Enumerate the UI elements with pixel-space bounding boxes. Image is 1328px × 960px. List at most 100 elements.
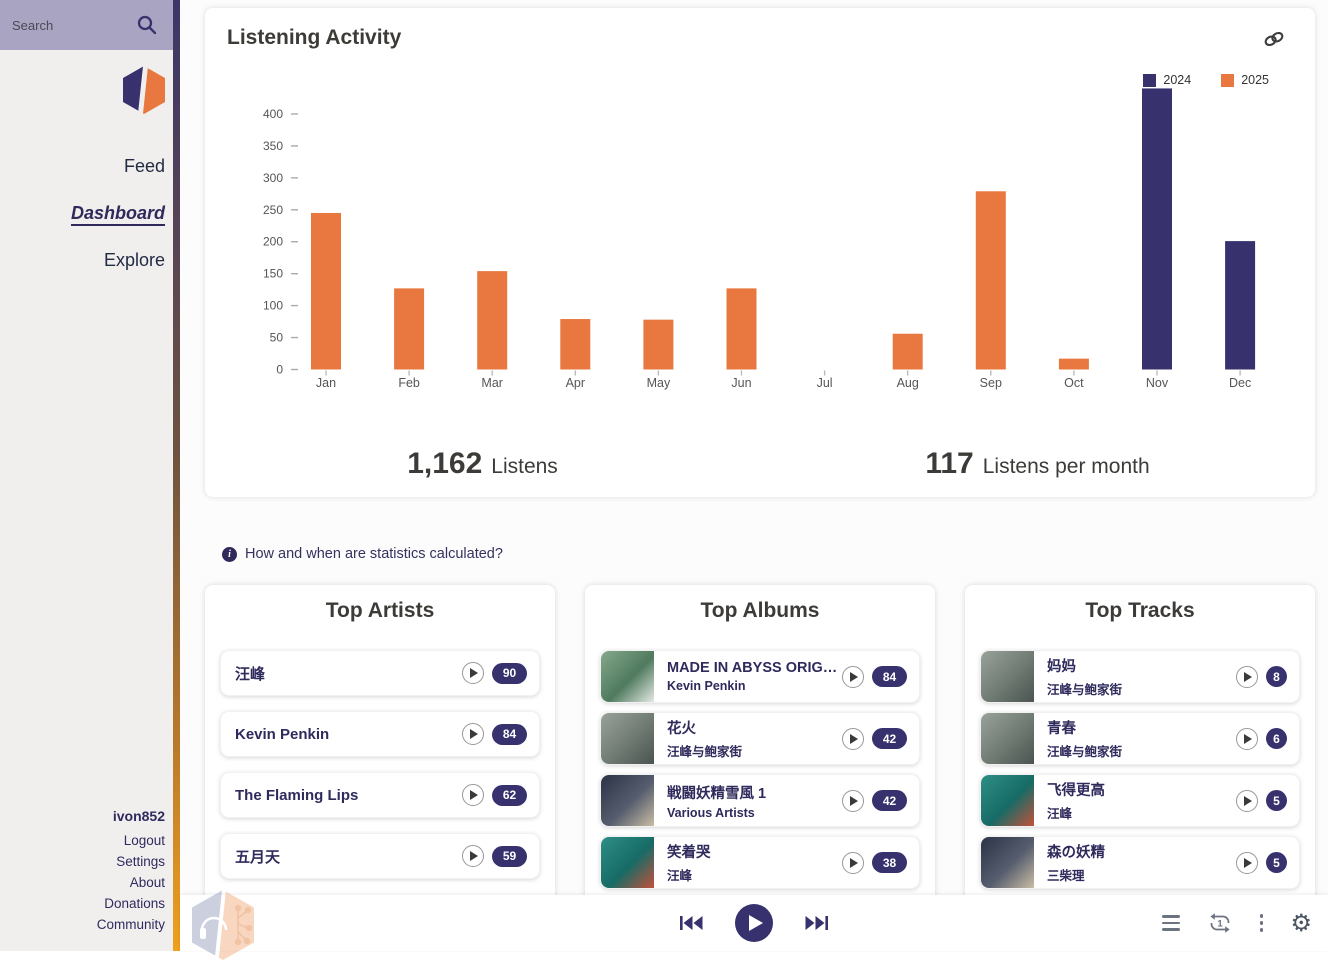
listen-count-badge: 42 [872,790,907,811]
item-subtitle[interactable]: 汪峰与鲍家街 [1047,683,1123,697]
item-subtitle[interactable]: 三柴理 [1047,869,1085,883]
item-play-icon[interactable] [462,723,484,745]
section-title: Top Tracks [1085,599,1195,622]
play-button[interactable] [735,904,773,942]
user-link-community[interactable]: Community [96,917,165,932]
sidebar: Search Feed Dashboard Explore ivon852 Logo… [0,0,180,951]
item-title[interactable]: 飞得更高 [1047,783,1105,799]
item-play-icon[interactable] [842,727,864,750]
listening-activity-card: Listening Activity 2024 2025 0 50 100 150 200… [205,8,1315,497]
item-subtitle[interactable]: Various Artists [667,805,755,820]
list-item[interactable]: 花火汪峰与鲍家街 42 [600,712,920,765]
item-play-icon[interactable] [1236,665,1258,688]
item-title[interactable]: 森の妖精 [1047,845,1105,861]
skip-back-button[interactable] [680,915,703,931]
list-item[interactable]: 戦闘妖精雪風 1 Various Artists 42 [600,774,920,827]
player-right-controls: 1 ⚙ [1161,909,1312,937]
item-controls: 5 [1236,789,1299,812]
item-text: 花火 汪峰与鲍家街 [654,717,842,760]
artist-name[interactable]: 汪峰 [235,665,266,683]
svg-text:350: 350 [263,139,283,153]
svg-text:400: 400 [263,107,283,121]
listen-count-badge: 5 [1266,852,1287,873]
list-item[interactable]: The Flaming Lips 62 [220,772,540,818]
listen-count-badge: 84 [492,723,527,745]
repeat-one-icon[interactable]: 1 [1207,912,1233,934]
item-play-icon[interactable] [842,665,864,688]
svg-text:Feb: Feb [398,376,420,390]
item-play-icon[interactable] [1236,727,1258,750]
item-subtitle[interactable]: 汪峰与鲍家街 [1047,745,1123,759]
list-item[interactable]: 汪峰 90 [220,650,540,696]
list-item[interactable]: 笑着哭汪峰 38 [600,836,920,889]
listen-count-badge: 59 [492,845,527,867]
item-title[interactable]: 妈妈 [1047,659,1076,675]
listen-count-badge: 42 [872,728,907,749]
item-subtitle[interactable]: 汪峰与鲍家街 [667,745,743,759]
statistics-info-link[interactable]: i How and when are statistics calculated… [222,546,503,562]
list-item[interactable]: MADE IN ABYSS ORIGINA... Kevin Penkin 84 [600,650,920,703]
settings-gear-icon[interactable]: ⚙ [1290,909,1312,937]
svg-text:150: 150 [263,267,283,281]
link-icon[interactable] [1263,28,1285,55]
item-subtitle[interactable]: Kevin Penkin [667,679,746,693]
chart-legend: 2024 2025 [1143,73,1269,87]
section-title: Top Artists [325,599,435,622]
queue-icon[interactable] [1161,915,1180,931]
item-controls: 84 [842,665,919,688]
listen-count-badge: 84 [872,666,907,687]
svg-text:50: 50 [270,331,284,345]
item-play-icon[interactable] [462,784,484,806]
user-link-about[interactable]: About [129,875,165,890]
sidebar-item-explore[interactable]: Explore [0,237,165,284]
user-link-logout[interactable]: Logout [123,833,165,848]
artist-name[interactable]: 五月天 [235,848,281,866]
list-item[interactable]: 妈妈汪峰与鲍家街 8 [980,650,1300,703]
item-subtitle[interactable]: 汪峰 [1047,807,1073,821]
stat-value: 1,162 [407,447,483,480]
user-link-donations[interactable]: Donations [104,896,165,911]
item-title[interactable]: 戦闘妖精雪風 1 [667,785,767,802]
search-input[interactable]: Search [0,0,173,50]
list-item[interactable]: 飞得更高 汪峰 5 [980,774,1300,827]
skip-forward-button[interactable] [805,915,828,931]
svg-text:200: 200 [263,235,283,249]
list-item[interactable]: 五月天 59 [220,833,540,879]
list-item[interactable]: 森の妖精三柴理 5 [980,836,1300,889]
item-title[interactable]: MADE IN ABYSS ORIGINA... [667,660,838,676]
item-play-icon[interactable] [462,845,484,867]
item-title[interactable]: 花火 [667,721,696,737]
album-art [601,651,654,702]
more-menu-icon[interactable] [1259,914,1264,932]
item-play-icon[interactable] [1236,789,1258,812]
section-top-albums: Top Albums MADE IN ABYSS ORIGINA... Kevin … [585,585,935,907]
artist-name[interactable]: Kevin Penkin [235,725,330,743]
item-text: 飞得更高 汪峰 [1034,779,1236,822]
artist-name[interactable]: The Flaming Lips [235,786,359,804]
top-sections: Top Artists 汪峰 90 Kevin Penkin 84 The Flaming… [205,585,1315,907]
sidebar-item-dashboard[interactable]: Dashboard [0,190,165,237]
list-item[interactable]: 青春汪峰与鲍家街 6 [980,712,1300,765]
album-art [981,837,1034,888]
item-text: 森の妖精 三柴理 [1034,841,1236,884]
svg-text:300: 300 [263,171,283,185]
listen-count-badge: 6 [1266,728,1287,749]
app-logo[interactable] [0,66,180,119]
item-title[interactable]: 笑着哭 [667,845,711,861]
item-play-icon[interactable] [462,662,484,684]
nav-label: Dashboard [70,203,165,226]
item-controls: 38 [842,851,919,874]
item-play-icon[interactable] [842,789,864,812]
sidebar-item-feed[interactable]: Feed [0,143,165,190]
search-placeholder: Search [12,17,54,33]
item-subtitle[interactable]: 汪峰 [667,869,693,883]
search-icon[interactable] [136,14,158,36]
sidebar-nav: Feed Dashboard Explore [0,143,180,284]
item-play-icon[interactable] [842,851,864,874]
list-item[interactable]: Kevin Penkin 84 [220,711,540,757]
item-title[interactable]: 青春 [1047,721,1076,737]
user-section: ivon852 Logout Settings About Donations Comm… [97,808,165,935]
item-play-icon[interactable] [1236,851,1258,874]
item-controls: 8 [1236,665,1299,688]
user-link-settings[interactable]: Settings [116,854,165,869]
